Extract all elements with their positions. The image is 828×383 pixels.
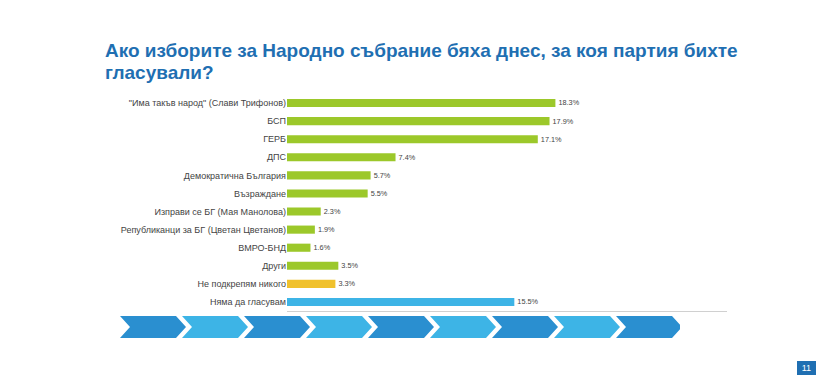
svg-text:7.4%: 7.4% [399, 153, 416, 162]
svg-text:"Има такъв народ" (Слави Трифо: "Има такъв народ" (Слави Трифонов) [129, 98, 286, 108]
svg-text:ГЕРБ: ГЕРБ [263, 134, 286, 144]
svg-text:ВМРО-БНД: ВМРО-БНД [238, 243, 286, 253]
svg-text:5.7%: 5.7% [374, 171, 391, 180]
svg-text:17.1%: 17.1% [541, 135, 562, 144]
svg-text:18.3%: 18.3% [558, 98, 579, 107]
svg-text:Изправи се БГ (Мая Манолова): Изправи се БГ (Мая Манолова) [155, 207, 286, 217]
svg-text:Други: Други [262, 261, 286, 271]
svg-text:Републиканци за БГ (Цветан Цве: Републиканци за БГ (Цветан Цветанов) [121, 225, 286, 235]
svg-text:3.5%: 3.5% [341, 261, 358, 270]
svg-text:3.3%: 3.3% [338, 279, 355, 288]
svg-text:Възраждане: Възраждане [234, 189, 286, 199]
svg-text:Демократична България: Демократична България [184, 171, 286, 181]
svg-text:1.9%: 1.9% [318, 225, 335, 234]
svg-text:5.5%: 5.5% [371, 189, 388, 198]
svg-text:2.3%: 2.3% [324, 207, 341, 216]
html-text:Ако изборите за Народно събран: Ако изборите за Народно събрание бяха дн… [105, 40, 738, 83]
svg-text:БСП: БСП [267, 116, 286, 126]
svg-text:15.5%: 15.5% [517, 297, 538, 306]
svg-text:ДПС: ДПС [267, 152, 287, 162]
svg-text:1.6%: 1.6% [313, 243, 330, 252]
svg-text:Няма да гласувам: Няма да гласувам [210, 297, 286, 307]
html-text:11: 11 [801, 363, 811, 373]
svg-text:Не подкрепям никого: Не подкрепям никого [198, 279, 286, 289]
svg-text:17.9%: 17.9% [553, 117, 574, 126]
